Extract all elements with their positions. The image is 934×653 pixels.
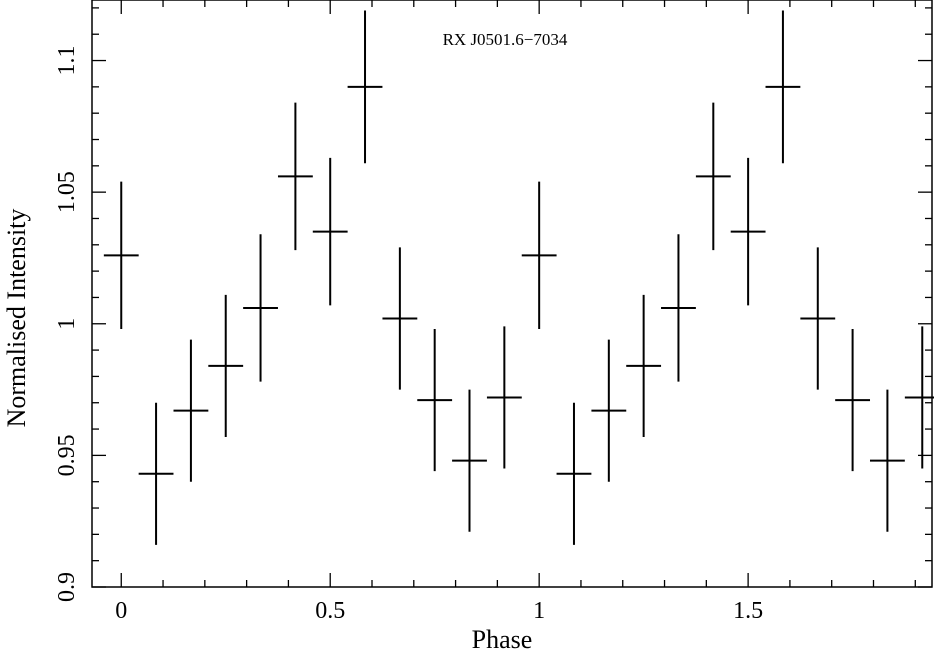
data-point: [103, 181, 139, 330]
y-tick-label: 1.05: [54, 171, 80, 213]
x-tick-label: 0.5: [315, 598, 345, 624]
data-point: [869, 389, 905, 532]
data-point: [626, 294, 662, 437]
data-point: [277, 102, 313, 251]
data-point: [173, 339, 209, 482]
data-point: [765, 10, 801, 164]
data-point: [347, 10, 383, 164]
data-point: [521, 181, 557, 330]
y-axis-title: Normalised Intensity: [2, 209, 31, 428]
data-point: [800, 247, 836, 390]
axis-ticks: [92, 0, 932, 588]
x-tick-labels: 0 0.5 1 1.5: [115, 598, 763, 624]
data-point: [661, 234, 696, 382]
x-tick-label: 1: [533, 598, 545, 624]
data-point: [382, 247, 418, 390]
data-point: [208, 294, 244, 437]
data-point: [312, 157, 348, 306]
data-point: [904, 326, 934, 469]
data-point: [730, 157, 766, 306]
data-point: [486, 326, 522, 469]
x-axis-title: Phase: [472, 625, 533, 653]
data-point: [591, 339, 627, 482]
chart-title: RX J0501.6−7034: [443, 30, 568, 49]
data-points: [103, 10, 934, 545]
plot-frame: [91, 0, 933, 588]
data-point: [243, 234, 278, 382]
y-tick-label: 0.9: [54, 572, 80, 602]
y-tick-label: 1: [54, 318, 80, 330]
data-point: [556, 402, 592, 545]
x-tick-label: 1.5: [733, 598, 763, 624]
data-point: [138, 402, 174, 545]
data-point: [417, 329, 453, 472]
x-tick-label: 0: [115, 598, 127, 624]
data-point: [452, 389, 487, 532]
y-tick-label: 1.1: [54, 46, 80, 76]
data-point: [695, 102, 731, 251]
y-tick-labels: 0.9 0.95 1 1.05 1.1: [54, 46, 80, 602]
data-point: [835, 329, 871, 472]
y-tick-label: 0.95: [54, 434, 80, 476]
